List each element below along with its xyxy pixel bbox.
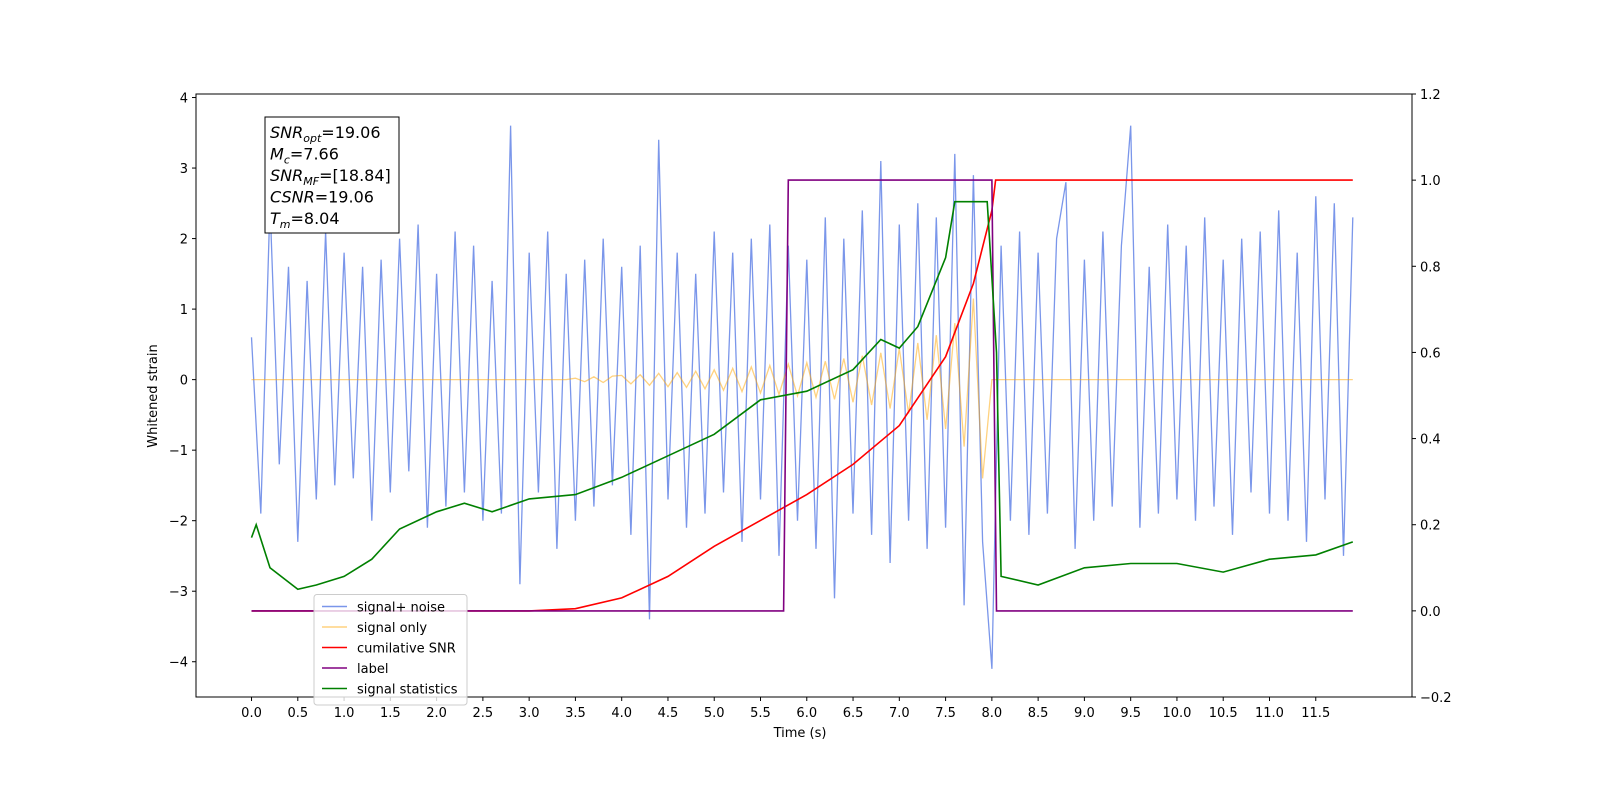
x-tick-label: 2.0 xyxy=(426,706,447,721)
legend-label: cumilative SNR xyxy=(357,642,456,657)
annotation-rest: =[18.84] xyxy=(319,166,391,185)
y-tick-label: −3 xyxy=(169,585,188,600)
annotation-main: M xyxy=(270,145,284,164)
annotation-main: T xyxy=(270,209,281,228)
x-tick-label: 5.5 xyxy=(750,706,771,721)
y2-tick-label: 0.8 xyxy=(1420,260,1441,275)
y2-tick-label: 1.2 xyxy=(1420,88,1441,103)
y2-tick-label: 1.0 xyxy=(1420,174,1441,189)
series xyxy=(251,179,1353,612)
x-tick-label: 11.0 xyxy=(1255,706,1284,721)
series xyxy=(250,125,1354,669)
x-tick-label: 6.0 xyxy=(796,706,817,721)
annotation-rest: =8.04 xyxy=(291,209,340,228)
x-tick-label: 10.0 xyxy=(1162,706,1191,721)
annotation: Mc=7.66 xyxy=(270,145,339,167)
annotation: CSNR=19.06 xyxy=(270,188,374,207)
legend-label: label xyxy=(357,662,388,677)
x-tick-label: 5.0 xyxy=(704,706,725,721)
x-tick-label: 0.0 xyxy=(241,706,262,721)
legend: signal+ noise signal only cumilative SNR la… xyxy=(313,594,468,706)
series-line xyxy=(251,179,1353,612)
y2-tick-label: 0.0 xyxy=(1420,605,1441,620)
x-tick-label: 8.0 xyxy=(982,706,1003,721)
x-tick-label: 3.5 xyxy=(565,706,586,721)
annotation-main: SNR xyxy=(270,166,303,185)
y-tick-label: 2 xyxy=(180,233,188,248)
y-tick-label: −1 xyxy=(169,444,188,459)
legend-label: signal statistics xyxy=(357,683,458,698)
series xyxy=(251,179,1353,612)
x-tick-label: 7.0 xyxy=(889,706,910,721)
y2-tick-label: 0.6 xyxy=(1420,346,1441,361)
y-axis-label: Whitened strain xyxy=(146,344,161,447)
plot-frame xyxy=(195,93,1413,698)
annotation-sub: m xyxy=(280,218,291,231)
x-tick-label: 9.5 xyxy=(1120,706,1141,721)
x-tick-label: 11.5 xyxy=(1301,706,1330,721)
annotation-frame xyxy=(264,116,400,234)
y-tick-label: 0 xyxy=(180,374,188,389)
x-tick-label: 4.5 xyxy=(658,706,679,721)
y-tick-label: −4 xyxy=(169,656,188,671)
annotation-main: SNR xyxy=(270,123,303,142)
y-tick-label: 4 xyxy=(180,92,188,107)
annotation: SNRMF=[18.84] xyxy=(270,166,391,188)
legend-label: signal+ noise xyxy=(357,601,445,616)
x-tick-label: 9.0 xyxy=(1074,706,1095,721)
y-tick-label: −2 xyxy=(169,515,188,530)
legend-frame xyxy=(313,594,468,706)
x-tick-label: 7.5 xyxy=(935,706,956,721)
series-line xyxy=(251,179,1353,612)
series xyxy=(250,200,1354,591)
x-tick-label: 1.5 xyxy=(380,706,401,721)
annotation: SNRopt=19.06 xyxy=(270,123,381,145)
series-line xyxy=(250,125,1354,669)
x-tick-label: 1.0 xyxy=(334,706,355,721)
x-tick-label: 3.0 xyxy=(519,706,540,721)
y-tick-label: 1 xyxy=(180,303,188,318)
annotation-rest: =19.06 xyxy=(315,188,374,207)
y-tick-label: 3 xyxy=(180,162,188,177)
y2-tick-label: 0.2 xyxy=(1420,519,1441,534)
y2-tick-label: 0.4 xyxy=(1420,433,1441,448)
x-tick-label: 6.5 xyxy=(843,706,864,721)
annotation-sub: c xyxy=(284,154,290,167)
annotation-main: CSNR xyxy=(270,188,315,207)
annotation: Tm=8.04 xyxy=(270,209,340,231)
x-tick-label: 10.5 xyxy=(1209,706,1238,721)
annotation-rest: =19.06 xyxy=(321,123,380,142)
legend-label: signal only xyxy=(357,621,427,636)
annotation-rest: =7.66 xyxy=(290,145,339,164)
y2-tick-label: −0.2 xyxy=(1420,691,1452,706)
annotation-sub: MF xyxy=(303,175,319,188)
series-line xyxy=(250,200,1354,591)
annotation-box: SNRopt=19.06Mc=7.66SNRMF=[18.84]CSNR=19.… xyxy=(264,116,400,234)
series xyxy=(251,298,1353,479)
x-axis-label: Time (s) xyxy=(773,726,827,741)
x-tick-label: 4.0 xyxy=(611,706,632,721)
x-tick-label: 8.5 xyxy=(1028,706,1049,721)
x-tick-label: 2.5 xyxy=(473,706,494,721)
x-tick-label: 0.5 xyxy=(287,706,308,721)
annotation-sub: opt xyxy=(303,132,322,145)
series-line xyxy=(251,298,1353,479)
